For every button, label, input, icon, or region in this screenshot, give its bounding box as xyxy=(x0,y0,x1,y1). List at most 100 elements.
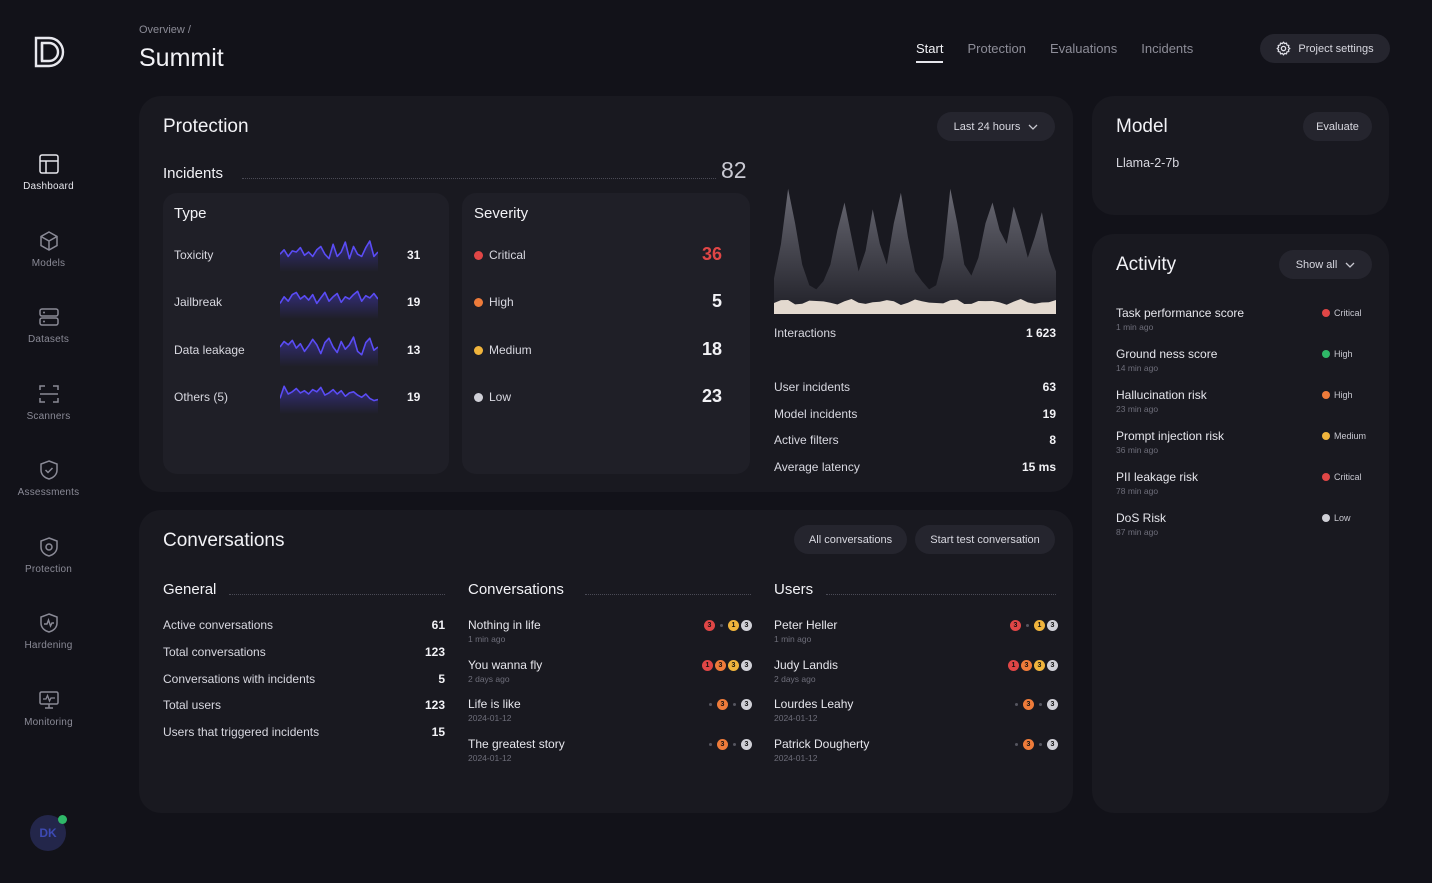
all-conversations-button[interactable]: All conversations xyxy=(794,525,907,554)
badge-separator xyxy=(1015,703,1018,706)
conversations-card xyxy=(139,510,1073,813)
severity-row-low[interactable]: Low 23 xyxy=(462,382,750,412)
sparkline-area xyxy=(280,386,378,414)
type-label: Toxicity xyxy=(174,248,214,262)
sidebar-item-protection[interactable]: Protection xyxy=(0,536,97,575)
activity-name: Hallucination risk xyxy=(1116,388,1207,402)
general-row-users-triggered: Users that triggered incidents 15 xyxy=(163,725,445,743)
activity-item[interactable]: Task performance score 1 min ago Critica… xyxy=(1116,306,1374,340)
incident-count-badge: 3 xyxy=(1034,660,1045,671)
sidebar: Dashboard Models Datasets Scanners Asses… xyxy=(0,0,97,883)
sidebar-item-scanners[interactable]: Scanners xyxy=(0,383,97,422)
users-title: Users xyxy=(774,581,814,598)
page-title: Summit xyxy=(139,44,224,72)
incident-count-badge: 3 xyxy=(1047,739,1058,750)
incident-count-badge: 1 xyxy=(1034,620,1045,631)
sidebar-item-assessments[interactable]: Assessments xyxy=(0,459,97,498)
incident-count-badge: 3 xyxy=(1047,620,1058,631)
sidebar-item-monitoring[interactable]: Monitoring xyxy=(0,689,97,728)
badge-separator xyxy=(1039,743,1042,746)
severity-dot xyxy=(474,298,483,307)
incident-count-badge: 3 xyxy=(704,620,715,631)
severity-row-high[interactable]: High 5 xyxy=(462,287,750,317)
cube-icon xyxy=(39,231,58,251)
type-row-jailbreak[interactable]: Jailbreak 19 xyxy=(163,287,449,319)
badge-separator xyxy=(1026,624,1029,627)
tab-start[interactable]: Start xyxy=(916,41,944,63)
general-row-active: Active conversations 61 xyxy=(163,618,445,636)
incident-count-badge: 3 xyxy=(717,699,728,710)
activity-severity-label: High xyxy=(1334,390,1353,400)
tab-protection[interactable]: Protection xyxy=(967,41,1027,56)
severity-title: Severity xyxy=(474,205,529,222)
activity-filter-label: Show all xyxy=(1295,258,1338,271)
sparkline-area xyxy=(280,337,378,367)
activity-item[interactable]: PII leakage risk 78 min ago Critical xyxy=(1116,470,1374,504)
incidents-divider xyxy=(242,178,716,179)
sidebar-item-hardening[interactable]: Hardening xyxy=(0,612,97,651)
type-sparkline xyxy=(280,336,378,367)
type-label: Others (5) xyxy=(174,390,229,404)
general-row-with-incidents: Conversations with incidents 5 xyxy=(163,672,445,690)
project-settings-button[interactable]: Project settings xyxy=(1260,34,1390,63)
conversation-name: You wanna fly xyxy=(468,658,543,672)
activity-item[interactable]: DoS Risk 87 min ago Low xyxy=(1116,511,1374,545)
app-logo-icon[interactable] xyxy=(33,35,67,69)
severity-label: Low xyxy=(489,390,512,404)
protection-title: Protection xyxy=(163,116,249,137)
sidebar-item-dashboard[interactable]: Dashboard xyxy=(0,153,97,192)
start-test-conversation-button[interactable]: Start test conversation xyxy=(915,525,1055,554)
activity-severity-label: Critical xyxy=(1334,472,1362,482)
sidebar-item-models[interactable]: Models xyxy=(0,230,97,269)
evaluate-button[interactable]: Evaluate xyxy=(1303,112,1372,141)
model-title: Model xyxy=(1116,116,1168,137)
general-label: Total users xyxy=(163,698,222,712)
activity-severity: Medium xyxy=(1322,431,1366,441)
project-settings-label: Project settings xyxy=(1298,42,1374,55)
activity-item[interactable]: Hallucination risk 23 min ago High xyxy=(1116,388,1374,422)
type-row-others[interactable]: Others (5) 19 xyxy=(163,382,449,414)
activity-item[interactable]: Prompt injection risk 36 min ago Medium xyxy=(1116,429,1374,463)
activity-time: 14 min ago xyxy=(1116,363,1159,373)
severity-row-critical[interactable]: Critical 36 xyxy=(462,240,750,270)
time-range-dropdown[interactable]: Last 24 hours xyxy=(937,112,1055,141)
stat-value: 19 xyxy=(1042,407,1056,421)
tab-incidents[interactable]: Incidents xyxy=(1141,41,1194,56)
badge-separator xyxy=(720,624,723,627)
badge-separator xyxy=(733,703,736,706)
sparkline-line xyxy=(280,290,378,305)
activity-item[interactable]: Ground ness score 14 min ago High xyxy=(1116,347,1374,381)
activity-card xyxy=(1092,234,1389,813)
sidebar-item-label: Hardening xyxy=(24,640,73,651)
sidebar-item-datasets[interactable]: Datasets xyxy=(0,306,97,345)
general-row-total: Total conversations 123 xyxy=(163,645,445,663)
type-sparkline xyxy=(280,385,378,414)
conversation-name: Life is like xyxy=(468,697,521,711)
sidebar-item-label: Assessments xyxy=(17,487,80,498)
severity-row-medium[interactable]: Medium 18 xyxy=(462,335,750,365)
type-row-toxicity[interactable]: Toxicity 31 xyxy=(163,240,449,272)
severity-dot xyxy=(1322,473,1330,481)
user-name: Peter Heller xyxy=(774,618,838,632)
general-value: 123 xyxy=(424,645,445,659)
sidebar-item-label: Scanners xyxy=(26,411,71,422)
general-value: 123 xyxy=(424,698,445,712)
incident-count-badge: 3 xyxy=(1047,699,1058,710)
incidents-label: Incidents xyxy=(163,165,224,182)
breadcrumb[interactable]: Overview / xyxy=(139,24,191,36)
type-row-data-leakage[interactable]: Data leakage 13 xyxy=(163,335,449,367)
tab-evaluations[interactable]: Evaluations xyxy=(1050,41,1118,56)
severity-label: Medium xyxy=(489,343,532,357)
activity-filter-dropdown[interactable]: Show all xyxy=(1279,250,1372,279)
